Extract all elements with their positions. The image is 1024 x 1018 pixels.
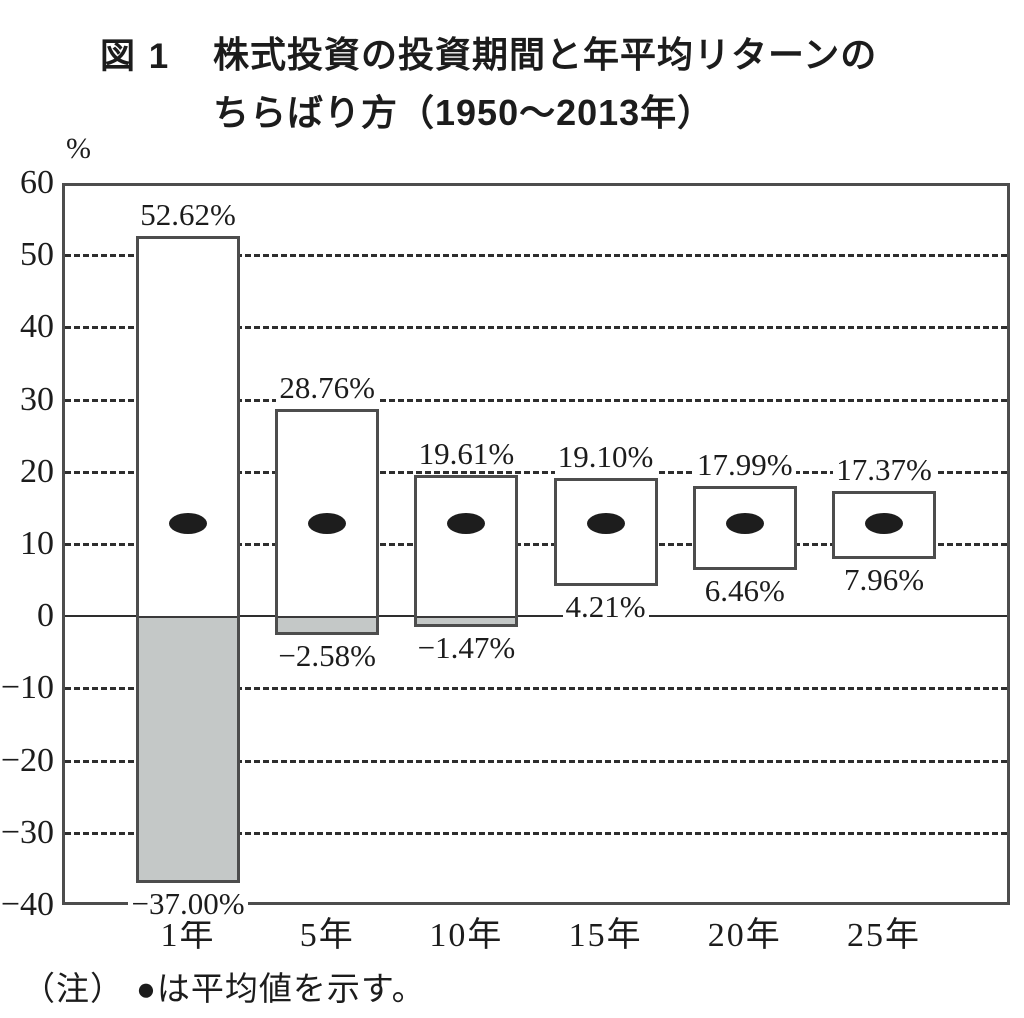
mean-value-dot	[586, 513, 625, 535]
gridline	[65, 398, 1007, 402]
negative-region-fill	[139, 616, 237, 881]
figure-number-label: 図 1	[100, 37, 171, 76]
y-axis-tick-label: −40	[0, 886, 54, 923]
negative-region-fill	[278, 616, 377, 632]
note-mean-legend: ●は平均値を示す。	[136, 972, 426, 1008]
gridline	[65, 759, 1007, 763]
range-bar	[136, 236, 240, 884]
y-axis-tick-label: 50	[20, 236, 54, 274]
x-axis-category-label: 15年	[568, 917, 643, 954]
gridline	[65, 687, 1007, 691]
min-value-label: 7.96%	[794, 561, 974, 597]
x-axis-category-label: 5年	[299, 917, 355, 954]
negative-region-fill	[417, 616, 516, 624]
min-value-label: −37.00%	[98, 886, 278, 922]
max-value-label: 28.76%	[237, 369, 417, 405]
max-value-label: 17.37%	[794, 451, 974, 487]
max-value-label: 19.10%	[516, 439, 696, 475]
gridline	[65, 543, 1007, 546]
y-axis-unit-label: %	[66, 132, 91, 165]
max-value-label: 52.62%	[98, 197, 278, 233]
x-axis-category-label: 10年	[429, 917, 504, 954]
gridline	[65, 831, 1007, 835]
gridline	[65, 326, 1007, 330]
y-axis-tick-label: 0	[37, 597, 54, 635]
range-bar	[414, 474, 519, 627]
max-value-label: 17.99%	[655, 447, 835, 483]
max-value-label: 19.61%	[376, 435, 556, 471]
x-axis-category-label: 25年	[847, 917, 921, 954]
y-axis-tick-label: 10	[20, 525, 54, 562]
y-axis-tick-label: −30	[0, 813, 54, 851]
y-axis-tick-label: 60	[20, 164, 54, 201]
min-value-label: 6.46%	[655, 572, 835, 608]
y-axis-tick-label: −20	[0, 741, 54, 779]
mean-value-dot	[865, 513, 903, 535]
mean-value-dot	[447, 513, 486, 535]
min-value-label: −2.58%	[237, 637, 417, 673]
x-axis-category-label: 1年	[160, 917, 216, 954]
zero-gridline	[65, 615, 1007, 618]
mean-value-dot	[725, 513, 764, 535]
min-value-label: 4.21%	[516, 588, 696, 624]
y-axis-tick-label: 20	[20, 452, 54, 490]
y-axis-tick-label: 40	[20, 308, 54, 346]
mean-value-dot	[169, 513, 207, 535]
plot-area	[62, 183, 1010, 905]
gridline	[65, 254, 1007, 258]
mean-value-dot	[308, 513, 347, 535]
gridline	[65, 470, 1007, 474]
note-prefix: （注）	[22, 972, 124, 1008]
min-value-label: −1.47%	[376, 629, 556, 665]
chart-title-line2: ちらばり方（1950～2013年）	[213, 92, 715, 133]
x-axis-category-label: 20年	[707, 917, 782, 954]
y-axis-tick-label: −10	[0, 669, 54, 707]
chart-title-line1: 株式投資の投資期間と年平均リターンの	[213, 34, 878, 75]
y-axis-tick-label: 30	[20, 380, 54, 418]
